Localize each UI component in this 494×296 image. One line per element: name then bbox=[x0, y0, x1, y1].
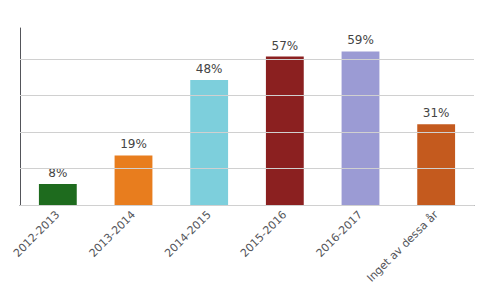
svg-text:8%: 8% bbox=[48, 166, 68, 181]
svg-text:2016-2017: 2016-2017 bbox=[314, 208, 366, 260]
svg-text:2015-2016: 2015-2016 bbox=[238, 208, 290, 260]
svg-text:59%: 59% bbox=[347, 33, 374, 47]
svg-text:Inget av dessa år: Inget av dessa år bbox=[364, 208, 441, 285]
svg-text:57%: 57% bbox=[271, 39, 298, 53]
svg-text:19%: 19% bbox=[120, 137, 147, 151]
svg-text:2014-2015: 2014-2015 bbox=[162, 208, 214, 260]
svg-text:2013-2014: 2013-2014 bbox=[87, 208, 139, 260]
svg-text:48%: 48% bbox=[196, 62, 223, 76]
svg-text:2012-2013: 2012-2013 bbox=[11, 208, 63, 260]
svg-text:31%: 31% bbox=[423, 106, 450, 120]
